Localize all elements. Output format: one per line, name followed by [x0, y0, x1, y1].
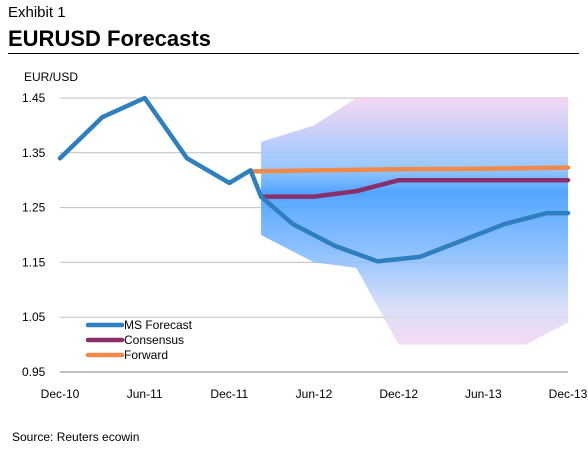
title-rule	[8, 53, 579, 54]
forecast-band	[261, 98, 568, 345]
exhibit-label: Exhibit 1	[8, 4, 66, 21]
legend-label: MS Forecast	[124, 318, 193, 332]
series-line-consensus	[258, 177, 571, 199]
x-tick-label: Dec-13	[549, 387, 588, 401]
x-tick-label: Dec-11	[210, 387, 248, 401]
x-tick-label: Jun-11	[127, 387, 163, 401]
source-note: Source: Reuters ecowin	[12, 430, 140, 444]
y-axis-label: EUR/USD	[24, 70, 79, 84]
y-tick-label: 1.25	[22, 201, 46, 215]
series-line-forward	[248, 165, 571, 174]
confidence-band	[261, 98, 568, 345]
legend-label: Consensus	[124, 333, 184, 347]
series-line-ms-forecast	[57, 95, 571, 264]
y-tick-label: 1.45	[22, 91, 46, 105]
y-tick-label: 1.35	[22, 146, 46, 160]
y-tick-label: 1.05	[22, 310, 46, 324]
series-lines	[57, 95, 571, 264]
y-tick-label: 1.15	[22, 255, 46, 269]
x-tick-label: Dec-12	[379, 387, 418, 401]
legend-label: Forward	[124, 348, 168, 362]
chart-title: EURUSD Forecasts	[8, 26, 211, 51]
y-tick-label: 0.95	[22, 365, 46, 379]
x-tick-label: Dec-10	[41, 387, 80, 401]
x-tick-label: Jun-13	[465, 387, 502, 401]
x-tick-label: Jun-12	[296, 387, 333, 401]
tick-labels: 1.45 1.35 1.25 1.15 1.05 0.95 Dec-10 Jun-11 Dec-…	[22, 91, 588, 401]
